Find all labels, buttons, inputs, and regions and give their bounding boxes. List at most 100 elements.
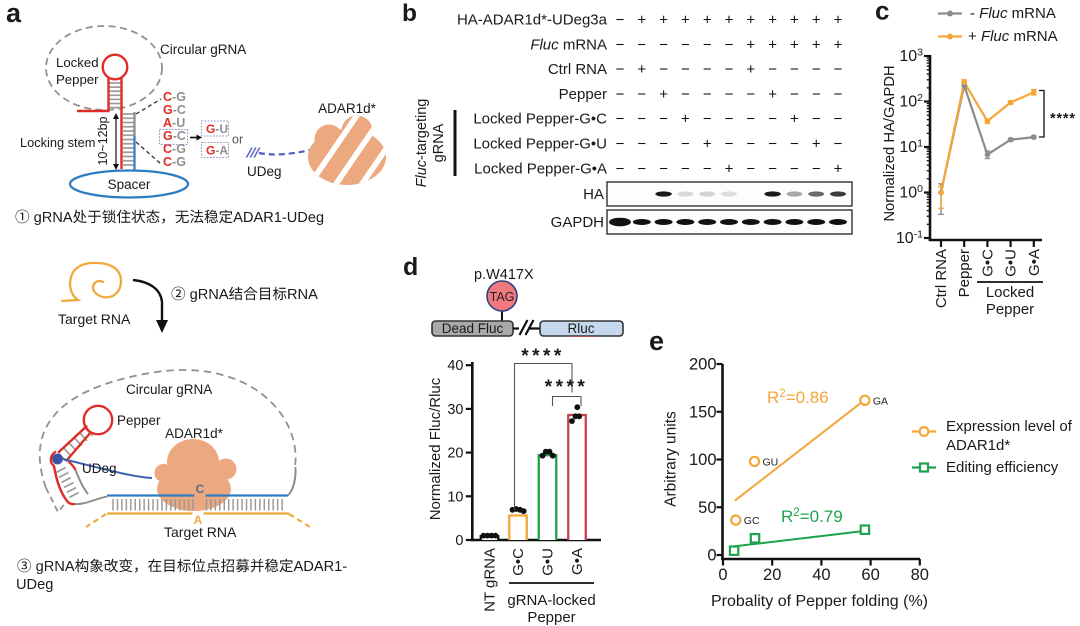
svg-text:−: −: [790, 86, 799, 103]
svg-text:−: −: [725, 111, 734, 128]
svg-text:****: ****: [1050, 111, 1076, 127]
svg-text:A: A: [194, 513, 203, 527]
svg-text:50: 50: [698, 499, 716, 517]
svg-text:UDeg: UDeg: [247, 164, 282, 179]
svg-text:−: −: [659, 61, 668, 78]
svg-text:+: +: [659, 12, 668, 29]
svg-text:+: +: [812, 136, 821, 153]
svg-text:- Fluc mRNA: - Fluc mRNA: [970, 5, 1056, 22]
svg-text:+: +: [637, 12, 646, 29]
svg-text:Target RNA: Target RNA: [58, 311, 131, 327]
svg-text:G•C: G•C: [510, 548, 527, 576]
svg-text:20: 20: [763, 566, 781, 584]
svg-text:G•U: G•U: [1003, 249, 1020, 277]
svg-text:−: −: [746, 86, 755, 103]
svg-text:ADAR1d*: ADAR1d*: [318, 101, 377, 116]
svg-text:−: −: [812, 111, 821, 128]
svg-text:−: −: [746, 160, 755, 177]
svg-text:+: +: [725, 160, 734, 177]
svg-text:−: −: [637, 160, 646, 177]
svg-text:Circular gRNA: Circular gRNA: [126, 382, 212, 397]
svg-text:C-G: C-G: [163, 90, 186, 104]
svg-text:Circular gRNA: Circular gRNA: [160, 42, 246, 57]
svg-text:−: −: [725, 86, 734, 103]
svg-text:Normalized Fluc/Rluc: Normalized Fluc/Rluc: [427, 377, 444, 520]
svg-text:G-U: G-U: [206, 122, 228, 136]
svg-text:−: −: [703, 36, 712, 53]
svg-text:p.W417X: p.W417X: [474, 267, 534, 283]
svg-text:−: −: [768, 111, 777, 128]
svg-text:Pepper: Pepper: [956, 249, 973, 297]
svg-text:−: −: [768, 61, 777, 78]
svg-text:−: −: [637, 86, 646, 103]
svg-text:a: a: [6, 0, 22, 28]
svg-text:+: +: [746, 12, 755, 29]
svg-text:c: c: [875, 0, 889, 26]
svg-text:−: −: [725, 61, 734, 78]
svg-text:−: −: [746, 136, 755, 153]
svg-text:+: +: [768, 86, 777, 103]
svg-text:+: +: [725, 12, 734, 29]
svg-text:−: −: [637, 111, 646, 128]
svg-text:GC: GC: [744, 515, 760, 527]
svg-text:−: −: [616, 111, 625, 128]
svg-text:Pepper: Pepper: [559, 86, 607, 103]
svg-text:G-C: G-C: [163, 103, 186, 117]
svg-text:−: −: [703, 160, 712, 177]
svg-text:−: −: [703, 86, 712, 103]
svg-text:150: 150: [689, 403, 717, 421]
svg-text:0: 0: [718, 566, 727, 584]
svg-text:+: +: [834, 160, 843, 177]
svg-text:−: −: [790, 136, 799, 153]
svg-text:−: −: [768, 160, 777, 177]
svg-text:+: +: [681, 111, 690, 128]
svg-text:G-C: G-C: [163, 129, 186, 143]
svg-text:Rluc: Rluc: [567, 321, 594, 336]
svg-text:HA-ADAR1d*-UDeg3a: HA-ADAR1d*-UDeg3a: [457, 12, 608, 29]
svg-text:Pepper: Pepper: [56, 72, 99, 87]
svg-text:100: 100: [689, 451, 717, 469]
svg-text:−: −: [616, 12, 625, 29]
svg-text:−: −: [746, 111, 755, 128]
svg-text:−: −: [790, 61, 799, 78]
svg-text:−: −: [725, 136, 734, 153]
svg-text:A-U: A-U: [163, 116, 185, 130]
svg-text:+: +: [834, 12, 843, 29]
svg-text:Probality of Pepper folding (%: Probality of Pepper folding (%): [711, 593, 928, 610]
svg-text:−: −: [637, 136, 646, 153]
svg-text:Fluc mRNA: Fluc mRNA: [530, 36, 607, 53]
svg-text:+: +: [768, 12, 777, 29]
svg-text:R2=0.86: R2=0.86: [767, 388, 829, 407]
svg-text:−: −: [790, 160, 799, 177]
svg-text:C-G: C-G: [163, 155, 186, 169]
svg-text:+: +: [637, 61, 646, 78]
svg-text:60: 60: [861, 566, 879, 584]
svg-text:or: or: [232, 133, 243, 147]
svg-text:−: −: [681, 136, 690, 153]
svg-text:−: −: [659, 111, 668, 128]
svg-text:Fluc-targeting: Fluc-targeting: [414, 99, 430, 188]
svg-text:40: 40: [447, 358, 463, 374]
svg-text:+: +: [746, 36, 755, 53]
svg-text:−: −: [834, 136, 843, 153]
svg-text:20: 20: [447, 446, 463, 462]
svg-text:Pepper: Pepper: [117, 413, 161, 428]
svg-text:−: −: [768, 136, 777, 153]
svg-text:+: +: [681, 12, 690, 29]
svg-text:80: 80: [911, 566, 929, 584]
svg-text:****: ****: [545, 377, 589, 398]
svg-text:G-A: G-A: [206, 144, 228, 158]
svg-text:C: C: [196, 482, 205, 496]
svg-text:Ctrl RNA: Ctrl RNA: [548, 61, 607, 78]
svg-text:−: −: [681, 36, 690, 53]
svg-text:−: −: [812, 61, 821, 78]
svg-text:Normalized HA/GAPDH: Normalized HA/GAPDH: [882, 65, 898, 221]
svg-text:−: −: [703, 111, 712, 128]
svg-text:0: 0: [707, 547, 716, 565]
svg-text:+: +: [703, 136, 712, 153]
svg-text:10: 10: [447, 489, 463, 505]
svg-text:+: +: [768, 36, 777, 53]
svg-text:G•U: G•U: [540, 548, 557, 576]
svg-text:Locking stem: Locking stem: [20, 135, 95, 150]
svg-text:G•A: G•A: [1026, 249, 1043, 276]
